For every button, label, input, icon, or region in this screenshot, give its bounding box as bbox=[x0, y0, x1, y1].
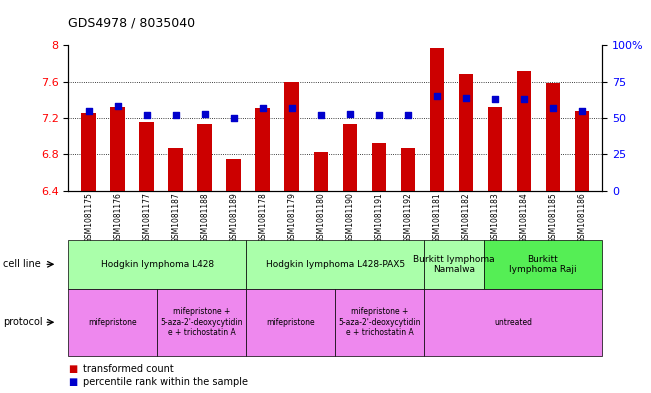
Text: Hodgkin lymphoma L428-PAX5: Hodgkin lymphoma L428-PAX5 bbox=[266, 260, 405, 269]
Text: Burkitt lymphoma
Namalwa: Burkitt lymphoma Namalwa bbox=[413, 255, 495, 274]
Text: Burkitt
lymphoma Raji: Burkitt lymphoma Raji bbox=[509, 255, 577, 274]
Point bbox=[461, 94, 471, 101]
Point bbox=[141, 112, 152, 118]
Text: percentile rank within the sample: percentile rank within the sample bbox=[83, 377, 248, 387]
Point bbox=[171, 112, 181, 118]
Bar bbox=[430, 48, 444, 191]
Bar bbox=[284, 82, 299, 191]
Point bbox=[432, 93, 442, 99]
Point bbox=[402, 112, 413, 118]
Text: mifepristone: mifepristone bbox=[266, 318, 315, 327]
Point bbox=[113, 103, 123, 109]
Point bbox=[344, 110, 355, 117]
Bar bbox=[488, 107, 502, 191]
Text: mifepristone +
5-aza-2'-deoxycytidin
e + trichostatin A: mifepristone + 5-aza-2'-deoxycytidin e +… bbox=[339, 307, 421, 337]
Bar bbox=[81, 113, 96, 191]
Point bbox=[199, 110, 210, 117]
Bar bbox=[546, 83, 560, 191]
Text: cell line: cell line bbox=[3, 259, 41, 269]
Bar bbox=[517, 71, 531, 191]
Text: untreated: untreated bbox=[494, 318, 533, 327]
Bar bbox=[227, 159, 241, 191]
Point bbox=[316, 112, 326, 118]
Bar bbox=[372, 143, 386, 191]
Point bbox=[547, 105, 558, 111]
Point bbox=[577, 107, 587, 114]
Text: ■: ■ bbox=[68, 364, 77, 375]
Bar bbox=[458, 74, 473, 191]
Point bbox=[490, 96, 500, 102]
Point bbox=[229, 115, 239, 121]
Point bbox=[519, 96, 529, 102]
Text: transformed count: transformed count bbox=[83, 364, 174, 375]
Text: protocol: protocol bbox=[3, 317, 43, 327]
Bar bbox=[342, 124, 357, 191]
Point bbox=[258, 105, 268, 111]
Bar bbox=[197, 124, 212, 191]
Text: mifepristone: mifepristone bbox=[89, 318, 137, 327]
Bar bbox=[400, 148, 415, 191]
Point bbox=[286, 105, 297, 111]
Point bbox=[374, 112, 384, 118]
Bar bbox=[139, 123, 154, 191]
Text: ■: ■ bbox=[68, 377, 77, 387]
Bar bbox=[314, 152, 328, 191]
Bar bbox=[111, 107, 125, 191]
Bar bbox=[255, 108, 270, 191]
Bar bbox=[575, 111, 589, 191]
Text: GDS4978 / 8035040: GDS4978 / 8035040 bbox=[68, 17, 195, 29]
Text: mifepristone +
5-aza-2'-deoxycytidin
e + trichostatin A: mifepristone + 5-aza-2'-deoxycytidin e +… bbox=[161, 307, 243, 337]
Point bbox=[83, 107, 94, 114]
Text: Hodgkin lymphoma L428: Hodgkin lymphoma L428 bbox=[101, 260, 214, 269]
Bar bbox=[169, 148, 183, 191]
